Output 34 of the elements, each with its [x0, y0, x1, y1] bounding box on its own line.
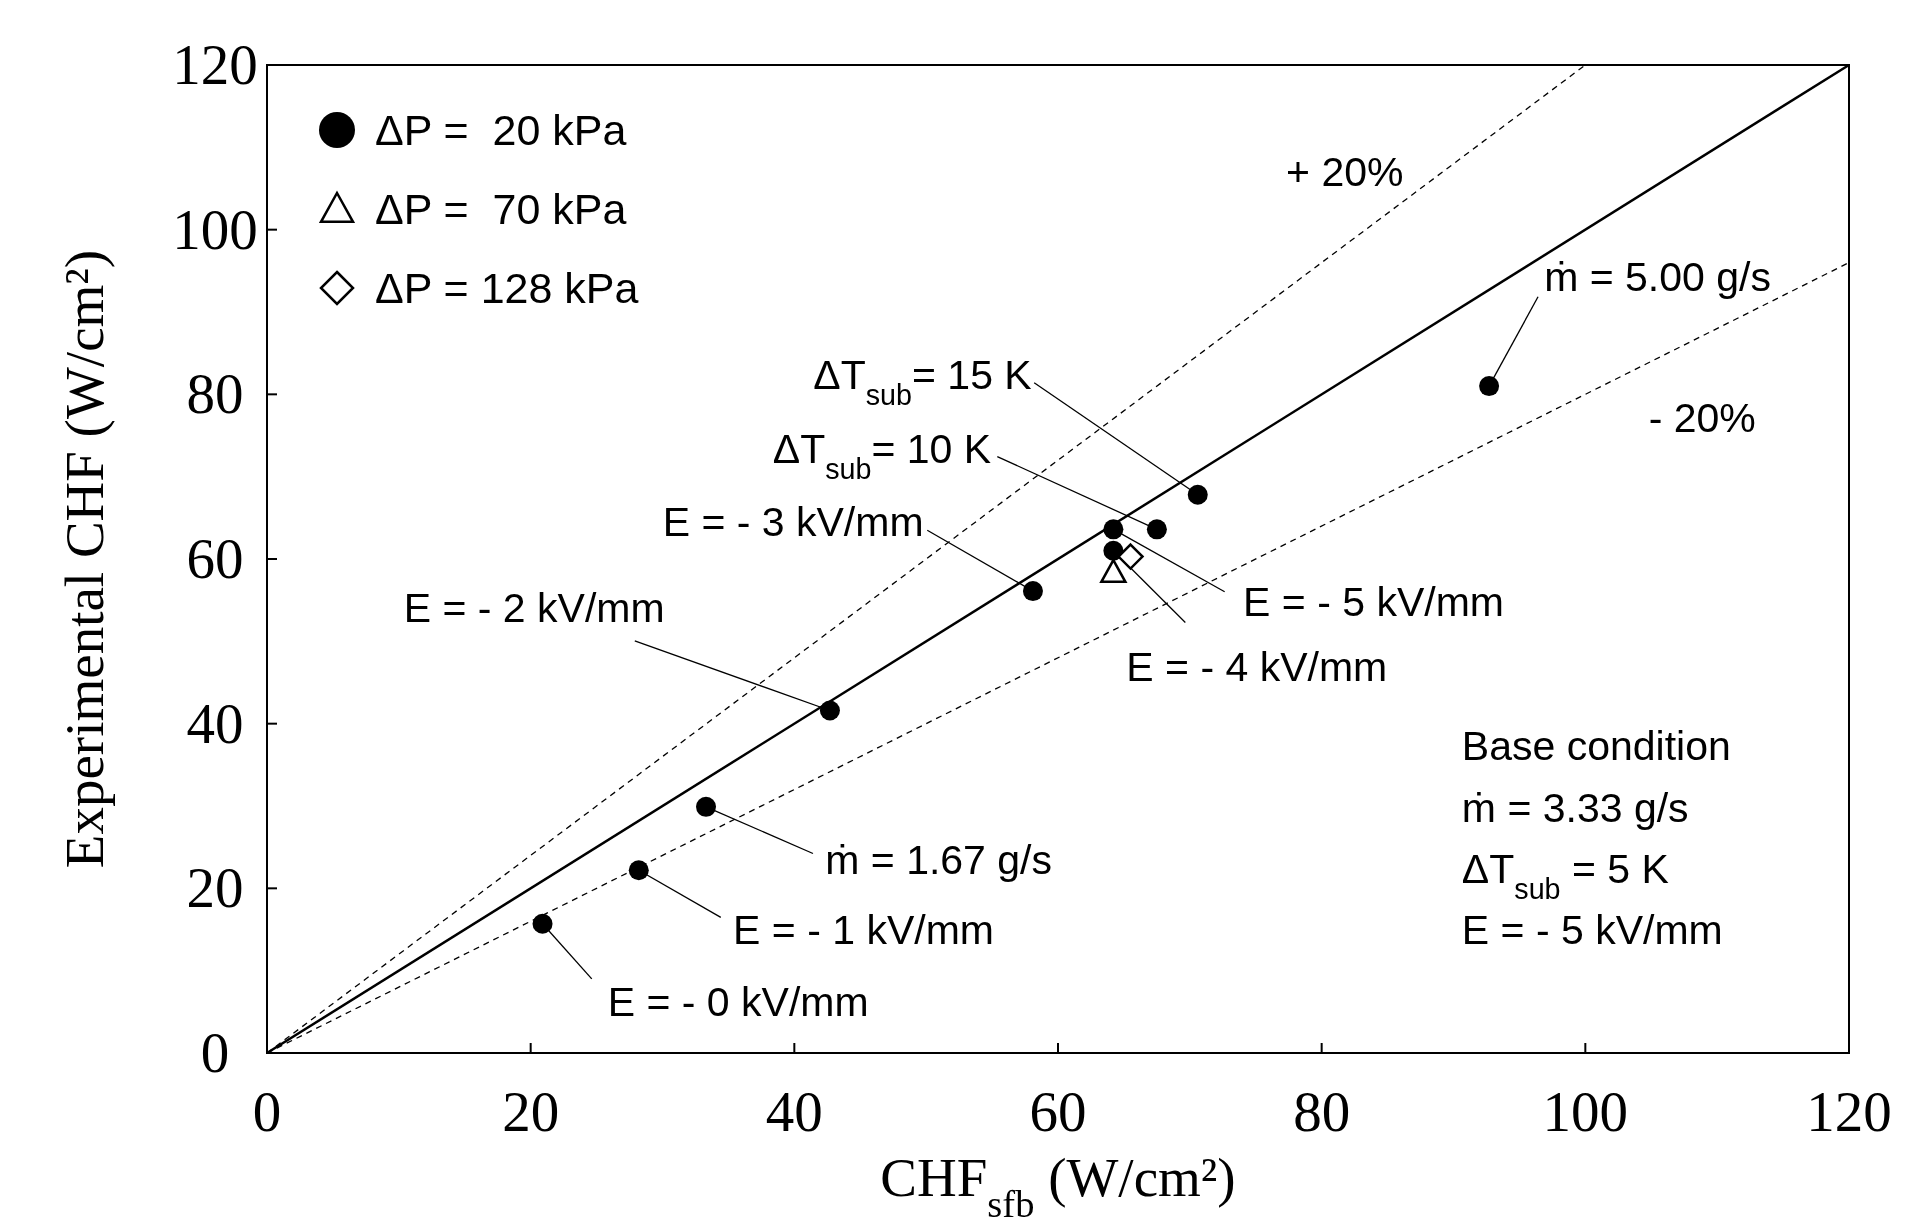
x-tick-label: 100: [1542, 1080, 1629, 1143]
annotation: E = - 0 kV/mm: [607, 978, 869, 1025]
legend-label: ΔP = 20 kPa: [375, 106, 627, 154]
annotation: ΔT$_{sub}$ = 5 K: [1461, 846, 1669, 906]
annotation: - 20%: [1648, 394, 1756, 441]
y-tick-label: 40: [186, 691, 244, 755]
annotation: Base condition: [1461, 723, 1731, 770]
x-tick-label: 120: [1806, 1080, 1892, 1143]
legend-label: ΔP = 70 kPa: [375, 185, 627, 233]
x-axis-title: CHF$_{sfb}$ (W/cm²): [880, 1147, 1236, 1225]
annotation: ΔT$_{sub}$= 15 K: [813, 351, 1032, 411]
x-tick-label: 60: [1029, 1080, 1087, 1143]
annotation: E = - 4 kV/mm: [1126, 644, 1388, 691]
y-tick-label: 80: [186, 362, 244, 426]
x-tick-label: 80: [1293, 1080, 1351, 1143]
annotation: E = - 5 kV/mm: [1461, 907, 1723, 954]
x-tick-label: 40: [765, 1080, 823, 1143]
annotation: E = - 3 kV/mm: [662, 499, 924, 546]
y-tick-label: 120: [172, 33, 258, 96]
annotation: ΔT$_{sub}$= 10 K: [772, 425, 992, 485]
y-tick-label: 20: [186, 856, 244, 920]
y-tick-label: 60: [186, 527, 244, 590]
annotation: E = - 5 kV/mm: [1243, 579, 1504, 626]
x-tick-label: 20: [502, 1080, 560, 1143]
annotation: ṁ = 5.00 g/s: [1544, 253, 1771, 300]
legend-label: ΔP = 128 kPa: [375, 264, 639, 312]
y-axis-title: Experimental CHF (W/cm²): [54, 249, 115, 869]
annotation: E = - 2 kV/mm: [403, 585, 665, 632]
annotation: ṁ = 1.67 g/s: [825, 837, 1053, 884]
annotation: + 20%: [1286, 149, 1404, 196]
y-tick-label: 100: [172, 197, 258, 261]
annotation: E = - 1 kV/mm: [733, 907, 994, 954]
y-tick-label: 0: [200, 1021, 230, 1084]
annotation: ṁ = 3.33 g/s: [1461, 784, 1689, 831]
